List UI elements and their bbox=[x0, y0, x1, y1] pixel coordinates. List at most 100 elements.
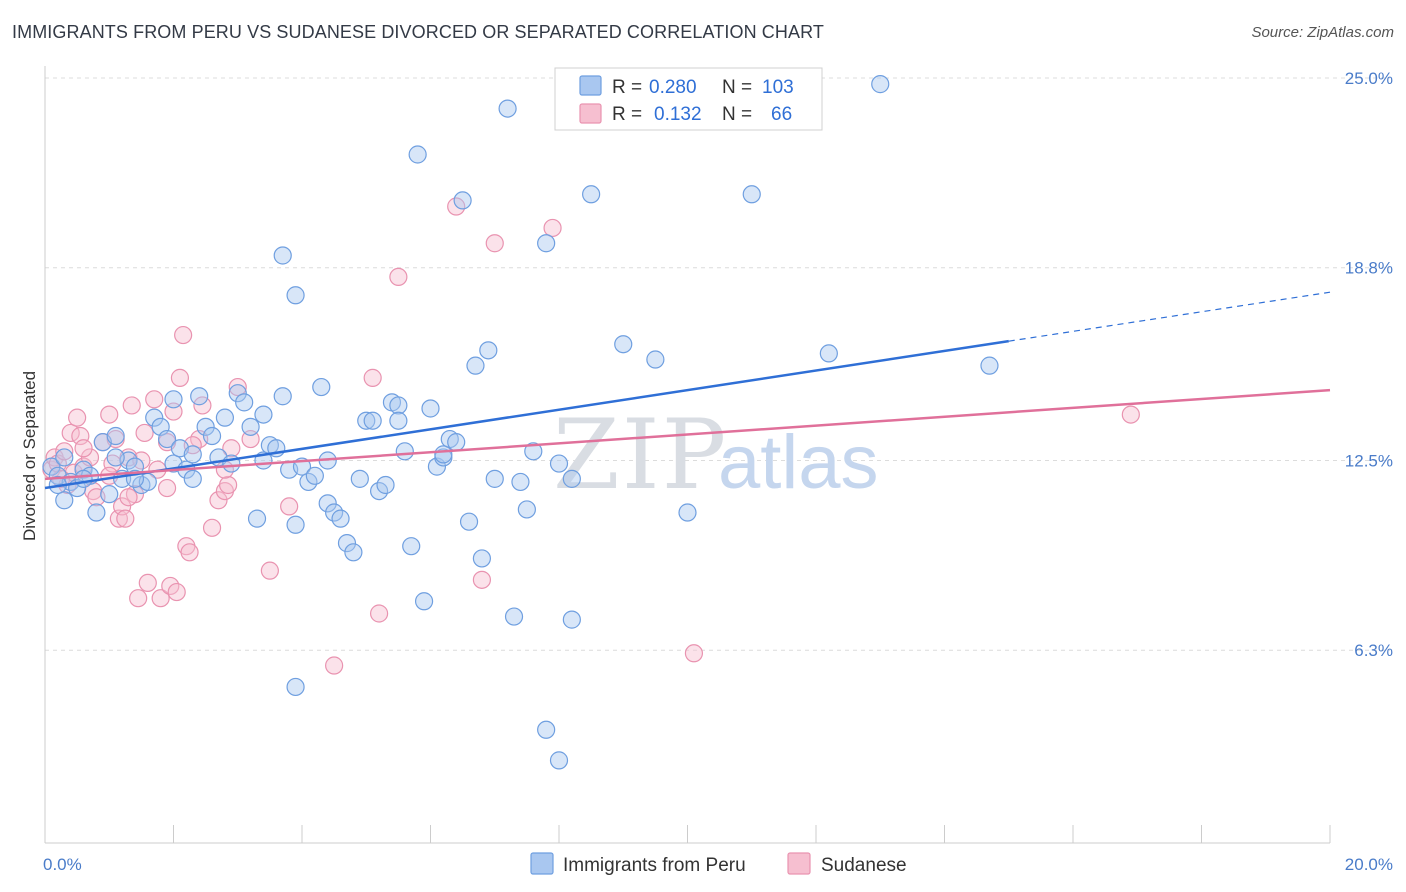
sudanese-point-43 bbox=[219, 475, 238, 495]
sudanese-point-54 bbox=[472, 570, 491, 589]
sudanese-point-3 bbox=[55, 442, 74, 461]
peru-point-81 bbox=[678, 503, 697, 522]
sudanese-point-14 bbox=[100, 405, 119, 424]
legend-n-value-peru: 103 bbox=[762, 77, 794, 98]
peru-point-82 bbox=[742, 185, 761, 204]
peru-point-57 bbox=[408, 145, 427, 164]
legend-r-value-sudanese: 0.132 bbox=[654, 104, 702, 125]
sudanese-point-45 bbox=[228, 377, 247, 397]
peru-point-55 bbox=[395, 442, 414, 461]
peru-point-54 bbox=[389, 396, 408, 415]
y-tick-label-3: 25.0% bbox=[1345, 69, 1393, 88]
peru-points bbox=[42, 75, 999, 770]
sudanese-point-23 bbox=[129, 589, 148, 608]
peru-point-95 bbox=[74, 469, 93, 488]
peru-point-69 bbox=[485, 469, 504, 488]
sudanese-point-58 bbox=[1121, 405, 1140, 424]
peru-point-32 bbox=[247, 509, 267, 528]
peru-trend-line-extension bbox=[1008, 291, 1331, 342]
source-label: Source: ZipAtlas.com bbox=[1251, 24, 1394, 41]
sudanese-points bbox=[42, 197, 1140, 675]
sudanese-point-44 bbox=[222, 439, 241, 458]
peru-point-16 bbox=[145, 408, 164, 427]
axes bbox=[44, 66, 1331, 844]
trend-lines bbox=[44, 291, 1331, 490]
x-tick-label-0: 0.0% bbox=[43, 855, 82, 874]
peru-point-80 bbox=[646, 350, 665, 369]
peru-point-67 bbox=[472, 549, 491, 568]
peru-point-52 bbox=[376, 475, 395, 495]
peru-point-96 bbox=[106, 448, 125, 467]
peru-point-36 bbox=[273, 387, 292, 406]
sudanese-point-41 bbox=[209, 491, 228, 510]
peru-point-90 bbox=[549, 751, 569, 770]
peru-point-59 bbox=[421, 399, 440, 418]
peru-point-10 bbox=[106, 426, 125, 446]
y-axis-label: Divorced or Separated bbox=[20, 371, 39, 541]
peru-point-47 bbox=[344, 543, 363, 562]
sudanese-point-27 bbox=[145, 390, 164, 409]
peru-point-31 bbox=[241, 417, 260, 436]
sudanese-point-56 bbox=[543, 218, 562, 238]
peru-point-2 bbox=[55, 491, 74, 510]
peru-point-89 bbox=[286, 677, 305, 697]
legend-r-value-peru: 0.280 bbox=[649, 77, 697, 98]
legend-swatch-sudanese bbox=[579, 103, 602, 124]
bottom-legend-swatch-sudanese bbox=[787, 852, 811, 875]
legend-n-label-sudanese: N = bbox=[722, 104, 752, 125]
sudanese-point-37 bbox=[180, 543, 199, 562]
x-tick-label-1: 20.0% bbox=[1345, 855, 1393, 874]
sudanese-point-52 bbox=[389, 267, 408, 286]
peru-point-38 bbox=[286, 515, 305, 534]
peru-point-68 bbox=[479, 341, 498, 360]
peru-point-56 bbox=[402, 537, 421, 556]
sudanese-trend-line bbox=[44, 388, 1331, 481]
peru-point-45 bbox=[331, 509, 350, 528]
peru-point-71 bbox=[504, 607, 524, 626]
sudanese-point-61 bbox=[74, 439, 93, 458]
sudanese-point-48 bbox=[280, 497, 299, 516]
sudanese-point-65 bbox=[119, 488, 138, 507]
peru-point-50 bbox=[363, 411, 382, 430]
peru-point-86 bbox=[537, 720, 556, 739]
peru-point-101 bbox=[254, 405, 273, 424]
y-tick-labels: 6.3% 12.5% 18.8% 25.0% bbox=[1345, 69, 1393, 660]
peru-point-25 bbox=[202, 426, 222, 446]
peru-point-22 bbox=[183, 469, 202, 488]
peru-point-65 bbox=[459, 512, 479, 531]
peru-point-30 bbox=[235, 393, 254, 412]
peru-point-7 bbox=[87, 503, 106, 522]
correlation-legend: R = 0.280 N = 103 R = 0.132 N = 66 bbox=[554, 67, 823, 131]
peru-point-9 bbox=[100, 485, 119, 504]
x-tick-labels: 0.0% 20.0% bbox=[43, 855, 1393, 874]
sudanese-point-33 bbox=[167, 582, 186, 602]
peru-point-72 bbox=[511, 472, 530, 492]
peru-point-92 bbox=[286, 286, 305, 305]
peru-point-77 bbox=[562, 469, 581, 488]
legend-r-label-peru: R = bbox=[612, 77, 642, 98]
peru-point-70 bbox=[498, 99, 517, 118]
bottom-legend-swatch-peru bbox=[530, 852, 554, 875]
y-tick-label-2: 18.8% bbox=[1345, 259, 1393, 278]
peru-point-102 bbox=[164, 390, 183, 409]
peru-point-85 bbox=[980, 356, 999, 375]
peru-point-78 bbox=[582, 185, 601, 204]
sudanese-point-57 bbox=[684, 644, 704, 663]
sudanese-point-26 bbox=[138, 573, 157, 593]
peru-point-0 bbox=[42, 457, 61, 476]
peru-point-23 bbox=[190, 387, 209, 406]
watermark-atlas: atlas bbox=[718, 420, 879, 505]
sudanese-point-25 bbox=[135, 423, 154, 443]
sudanese-point-49 bbox=[325, 656, 344, 675]
peru-point-84 bbox=[871, 75, 890, 94]
sudanese-point-40 bbox=[202, 518, 222, 537]
watermark-zip: ZIP bbox=[553, 399, 728, 511]
sudanese-point-47 bbox=[260, 561, 279, 580]
peru-point-42 bbox=[312, 377, 331, 397]
peru-point-87 bbox=[562, 610, 581, 629]
sudanese-point-55 bbox=[485, 234, 504, 253]
legend-n-value-sudanese: 66 bbox=[771, 104, 792, 125]
peru-point-98 bbox=[183, 445, 202, 464]
sudanese-point-35 bbox=[174, 325, 193, 345]
sudanese-point-7 bbox=[68, 408, 87, 427]
